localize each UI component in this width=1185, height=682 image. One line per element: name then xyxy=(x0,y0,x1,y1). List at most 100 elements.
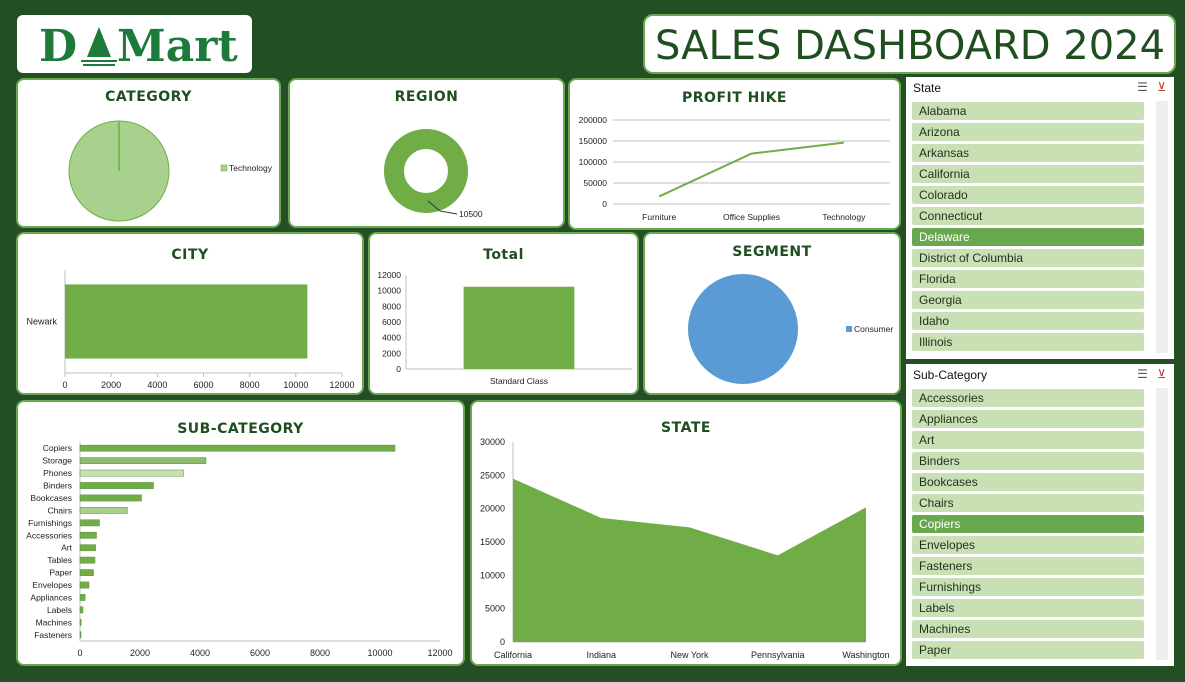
profit-xtick-label: Furniture xyxy=(642,212,676,222)
subcategory-bar xyxy=(79,618,82,626)
state-slicer-scrollbar[interactable] xyxy=(1156,101,1168,353)
state-xtick-label: Washington xyxy=(842,650,889,660)
state-card: STATE 0 5000 10000 15000 20000 25000 30000 Cali… xyxy=(470,400,902,666)
subcategory-bar xyxy=(79,507,128,514)
slicer-item-machines[interactable]: Machines xyxy=(912,620,1144,638)
subcategory-xtick-label: 2000 xyxy=(130,648,150,658)
subcategory-category-label: Storage xyxy=(42,456,72,466)
subcategory-category-label: Binders xyxy=(43,481,72,491)
slicer-item-appliances[interactable]: Appliances xyxy=(912,410,1144,428)
profit-xtick-label: Office Supplies xyxy=(723,212,780,222)
subcategory-card: SUB-CATEGORY 0 2000 4000 6000 8000 10000 12000… xyxy=(16,400,465,666)
state-title: STATE xyxy=(661,420,711,436)
slicer-item-district-of-columbia[interactable]: District of Columbia xyxy=(912,249,1144,267)
total-ytick-label: 10000 xyxy=(377,286,401,296)
slicer-item-georgia[interactable]: Georgia xyxy=(912,291,1144,309)
slicer-item-copiers[interactable]: Copiers xyxy=(912,515,1144,533)
city-xtick-label: 10000 xyxy=(283,380,308,390)
category-title: CATEGORY xyxy=(105,89,192,105)
slicer-item-arizona[interactable]: Arizona xyxy=(912,123,1144,141)
state-xtick-label: Pennsylvania xyxy=(751,650,805,660)
subcategory-xtick-label: 10000 xyxy=(367,648,392,658)
state-slicer-title: State xyxy=(913,81,942,95)
slicer-item-paper[interactable]: Paper xyxy=(912,641,1144,659)
multi-select-icon[interactable]: ☰ xyxy=(1137,367,1148,381)
subcategory-xtick-label: 12000 xyxy=(427,648,452,658)
subcategory-bar xyxy=(79,482,154,489)
subcategory-bar xyxy=(79,556,96,564)
dmart-logo: D Mart xyxy=(17,15,252,73)
profit-xtick-label: Technology xyxy=(822,212,866,222)
subcategory-bar xyxy=(79,606,84,614)
total-ytick-label: 12000 xyxy=(377,270,401,280)
subcategory-category-label: Bookcases xyxy=(30,493,72,503)
subcategory-category-label: Furnishings xyxy=(28,518,72,528)
state-xtick-label: New York xyxy=(670,650,709,660)
segment-legend-swatch xyxy=(846,326,852,332)
slicer-item-california[interactable]: California xyxy=(912,165,1144,183)
slicer-item-alabama[interactable]: Alabama xyxy=(912,102,1144,120)
city-xtick-label: 12000 xyxy=(329,380,354,390)
total-ytick-label: 0 xyxy=(396,364,401,374)
state-xtick-label: Indiana xyxy=(586,650,616,660)
slicer-item-bookcases[interactable]: Bookcases xyxy=(912,473,1144,491)
subcategory-bar xyxy=(79,444,396,452)
city-bar xyxy=(65,284,308,359)
region-card: REGION 10500 xyxy=(288,78,565,228)
slicer-item-arkansas[interactable]: Arkansas xyxy=(912,144,1144,162)
logo-d: D xyxy=(39,21,77,72)
slicer-item-furnishings[interactable]: Furnishings xyxy=(912,578,1144,596)
slicer-item-labels[interactable]: Labels xyxy=(912,599,1144,617)
state-xtick-label: California xyxy=(494,650,532,660)
total-title: Total xyxy=(483,247,524,263)
subcategory-xtick-label: 6000 xyxy=(250,648,270,658)
subcategory-bar-chart: 0 2000 4000 6000 8000 10000 12000 Copiers Storag… xyxy=(26,442,453,658)
subcategory-category-label: Paper xyxy=(49,568,72,578)
subcategory-category-label: Chairs xyxy=(47,505,72,515)
slicer-item-illinois[interactable]: Illinois xyxy=(912,333,1144,351)
slicer-item-binders[interactable]: Binders xyxy=(912,452,1144,470)
slicer-item-connecticut[interactable]: Connecticut xyxy=(912,207,1144,225)
slicer-item-chairs[interactable]: Chairs xyxy=(912,494,1144,512)
segment-chart: Consumer xyxy=(688,274,893,384)
total-ytick-label: 4000 xyxy=(382,333,401,343)
slicer-item-idaho[interactable]: Idaho xyxy=(912,312,1144,330)
slicer-item-delaware[interactable]: Delaware xyxy=(912,228,1144,246)
subcategory-category-label: Tables xyxy=(47,555,72,565)
slicer-item-envelopes[interactable]: Envelopes xyxy=(912,536,1144,554)
slicer-item-art[interactable]: Art xyxy=(912,431,1144,449)
total-ytick-label: 8000 xyxy=(382,301,401,311)
state-ytick-label: 30000 xyxy=(480,437,505,447)
multi-select-icon[interactable]: ☰ xyxy=(1137,80,1148,94)
slicer-item-florida[interactable]: Florida xyxy=(912,270,1144,288)
profit-ytick-label: 100000 xyxy=(579,157,608,167)
slicer-item-colorado[interactable]: Colorado xyxy=(912,186,1144,204)
slicer-item-fasteners[interactable]: Fasteners xyxy=(912,557,1144,575)
total-ytick-label: 2000 xyxy=(382,348,401,358)
subcategory-category-label: Appliances xyxy=(30,592,72,602)
profit-card: PROFIT HIKE 0 50000 100000 150000 200000 Furn… xyxy=(568,78,901,230)
state-ytick-label: 20000 xyxy=(480,504,505,514)
city-xtick-label: 6000 xyxy=(193,380,213,390)
category-legend-swatch xyxy=(220,164,228,172)
dmart-logo-graphic: D Mart xyxy=(39,21,238,72)
subcategory-category-label: Fasteners xyxy=(34,630,72,640)
slicer-item-accessories[interactable]: Accessories xyxy=(912,389,1144,407)
clear-filter-icon[interactable]: ⊻ xyxy=(1157,367,1166,381)
subcategory-slicer-scrollbar[interactable] xyxy=(1156,388,1168,660)
category-card: CATEGORY Technology xyxy=(16,78,281,228)
logo-tree xyxy=(87,27,111,57)
subcategory-bar xyxy=(79,457,207,465)
subcategory-title: SUB-CATEGORY xyxy=(177,421,304,437)
city-bar-chart: 0 2000 4000 6000 8000 10000 12000 Newark xyxy=(26,270,355,390)
total-ytick-label: 6000 xyxy=(382,317,401,327)
subcategory-bar xyxy=(79,469,184,477)
profit-ytick-label: 150000 xyxy=(579,136,608,146)
profit-title: PROFIT HIKE xyxy=(682,90,787,106)
region-chart: 10500 xyxy=(384,129,483,219)
profit-ytick-label: 50000 xyxy=(583,178,607,188)
clear-filter-icon[interactable]: ⊻ xyxy=(1157,80,1166,94)
city-card: CITY 0 2000 4000 6000 8000 10000 12000 Newark xyxy=(16,232,364,395)
profit-line-chart: 0 50000 100000 150000 200000 Furniture Office … xyxy=(579,115,890,222)
logo-mart: Mart xyxy=(117,21,238,72)
